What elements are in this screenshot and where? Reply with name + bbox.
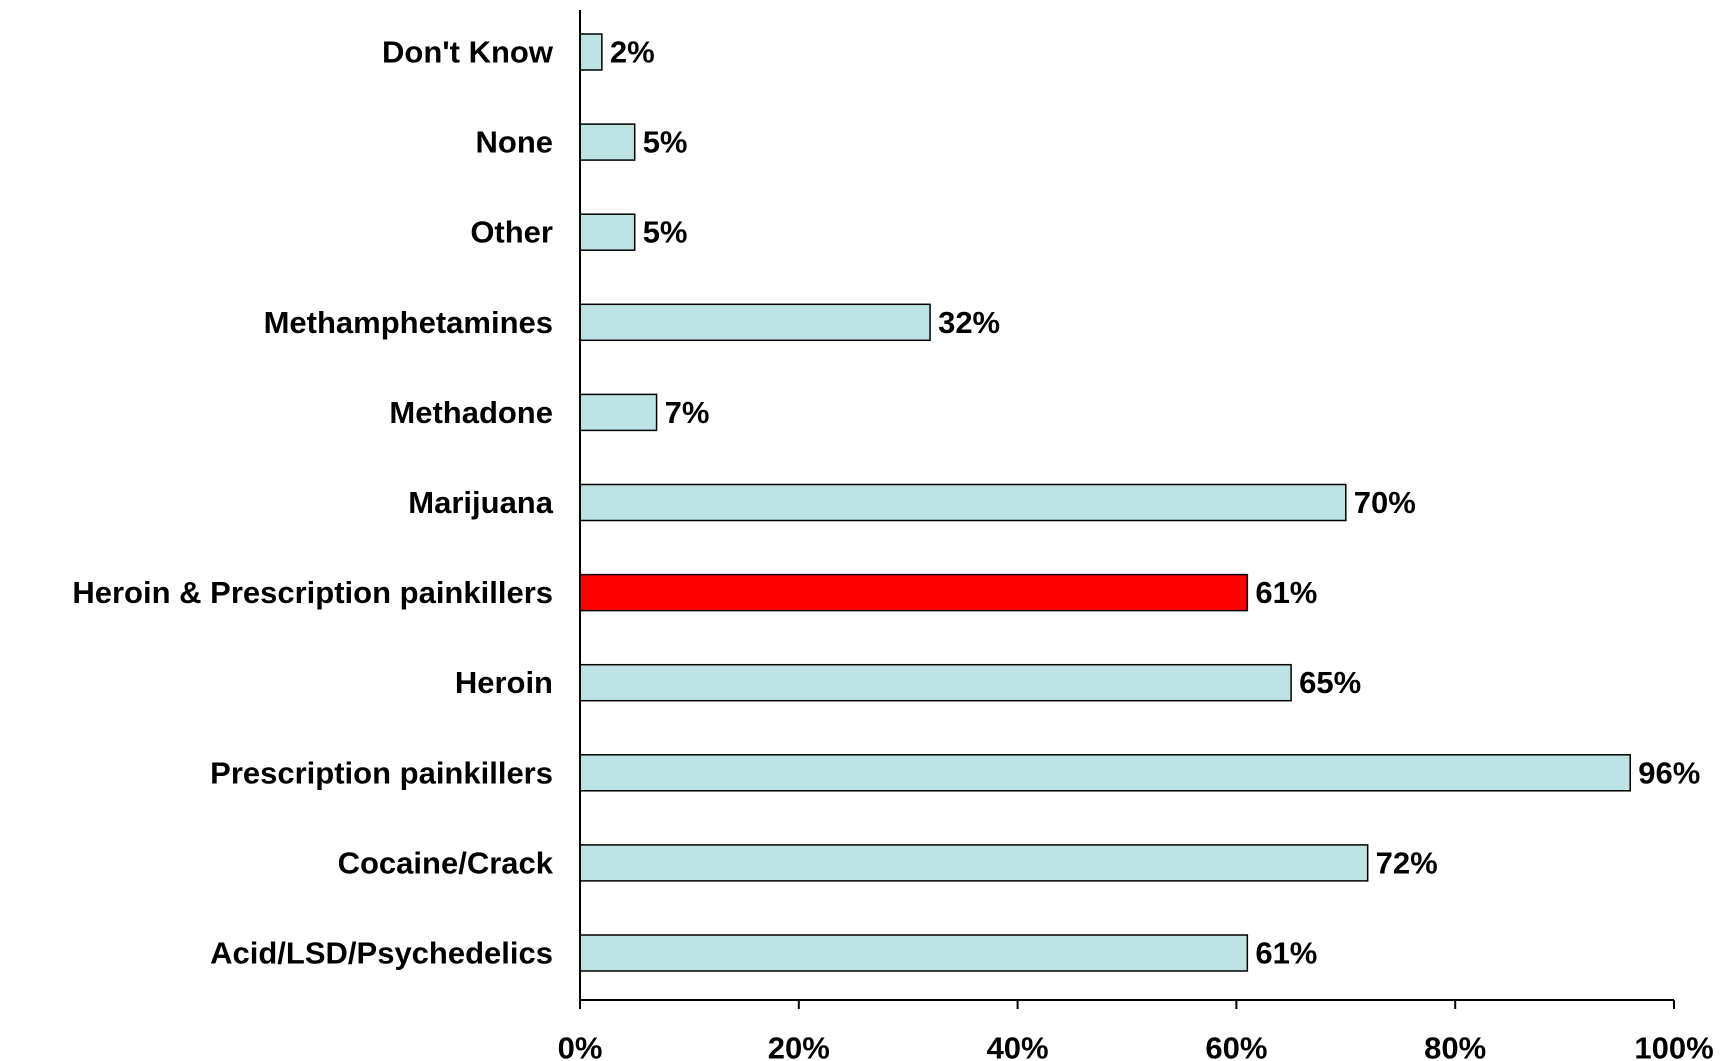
bar-heroin <box>579 663 1292 702</box>
category-label-heroin-prescription-painkillers: Heroin & Prescription painkillers <box>72 575 553 610</box>
bar-other <box>579 213 636 251</box>
category-label-none: None <box>476 125 554 160</box>
value-label-none: 5% <box>643 125 688 160</box>
x-tick-label-100: 100% <box>1634 1031 1713 1061</box>
x-tick-label-20: 20% <box>768 1031 830 1061</box>
bar-marijuana <box>579 483 1347 522</box>
value-label-don-t-know: 2% <box>610 35 655 70</box>
bar-methamphetamines <box>579 303 931 342</box>
x-tick-label-60: 60% <box>1205 1031 1267 1061</box>
category-labels: Don't Know None Other Methamphetamines Metha… <box>72 35 554 971</box>
category-label-other: Other <box>470 215 553 250</box>
category-label-methadone: Methadone <box>389 395 553 430</box>
category-label-prescription-painkillers: Prescription painkillers <box>210 755 553 790</box>
x-axis-ticks <box>579 1000 1675 1009</box>
category-label-cocaine-crack: Cocaine/Crack <box>338 845 554 880</box>
value-labels: 2% 5% 5% 32% 7% 70% 61% 65% 96% 72% 61% <box>610 35 1700 971</box>
x-tick-label-0: 0% <box>558 1031 603 1061</box>
category-label-methamphetamines: Methamphetamines <box>264 305 553 340</box>
bar-none <box>579 123 636 161</box>
x-tick-label-80: 80% <box>1424 1031 1486 1061</box>
x-axis-tick-labels: 0% 20% 40% 60% 80% 100% <box>558 1031 1714 1061</box>
x-tick-label-40: 40% <box>987 1031 1049 1061</box>
bar-cocaine-crack <box>579 844 1369 882</box>
category-label-acid-lsd-psychedelics: Acid/LSD/Psychedelics <box>210 936 553 971</box>
bar-heroin-prescription-painkillers <box>579 573 1249 612</box>
bar-methadone <box>579 393 658 432</box>
value-label-heroin: 65% <box>1299 665 1361 700</box>
category-label-don-t-know: Don't Know <box>382 35 554 70</box>
value-label-heroin-prescription-painkillers: 61% <box>1255 575 1317 610</box>
value-label-cocaine-crack: 72% <box>1376 845 1438 880</box>
value-label-methamphetamines: 32% <box>938 305 1000 340</box>
category-label-marijuana: Marijuana <box>408 485 553 520</box>
bars-group <box>579 33 1631 972</box>
value-label-methadone: 7% <box>665 395 710 430</box>
category-label-heroin: Heroin <box>455 665 553 700</box>
value-label-acid-lsd-psychedelics: 61% <box>1255 936 1317 971</box>
value-label-prescription-painkillers: 96% <box>1638 755 1700 790</box>
bar-don-t-know <box>579 33 603 71</box>
value-label-marijuana: 70% <box>1354 485 1416 520</box>
value-label-other: 5% <box>643 215 688 250</box>
bar-prescription-painkillers <box>579 754 1631 792</box>
bar-acid-lsd-psychedelics <box>579 934 1249 972</box>
